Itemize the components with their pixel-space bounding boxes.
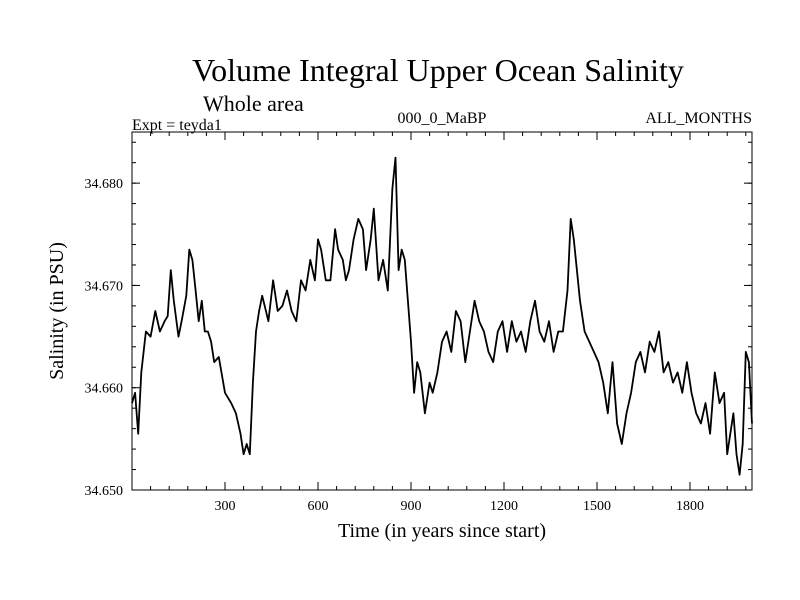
x-tick-label: 900 <box>401 499 422 514</box>
chart-subtitle: Whole area <box>203 91 304 116</box>
plot-frame <box>131 131 753 491</box>
x-axis-label: Time (in years since start) <box>338 520 546 542</box>
chart-title: Volume Integral Upper Ocean Salinity <box>192 52 684 88</box>
y-axis-label: Salinity (in PSU) <box>46 242 68 380</box>
y-tick-label: 34.670 <box>85 279 124 294</box>
y-ticks: 34.650 34.660 34.670 34.680 <box>85 141 752 499</box>
y-tick-label: 34.660 <box>85 382 124 397</box>
x-tick-label: 300 <box>215 499 236 514</box>
x-tick-label: 1200 <box>490 499 518 514</box>
x-ticks: 300 600 900 1200 1500 1800 <box>131 132 747 514</box>
experiment-label: Expt = teyda1 <box>132 117 222 134</box>
x-tick-label: 600 <box>308 499 329 514</box>
x-tick-label: 1500 <box>583 499 611 514</box>
period-label: 000_0_MaBP <box>398 110 487 127</box>
y-tick-label: 34.680 <box>85 177 124 192</box>
y-tick-label: 34.650 <box>85 484 124 499</box>
months-label: ALL_MONTHS <box>645 110 752 127</box>
x-tick-label: 1800 <box>676 499 704 514</box>
salinity-series-line <box>131 156 753 476</box>
